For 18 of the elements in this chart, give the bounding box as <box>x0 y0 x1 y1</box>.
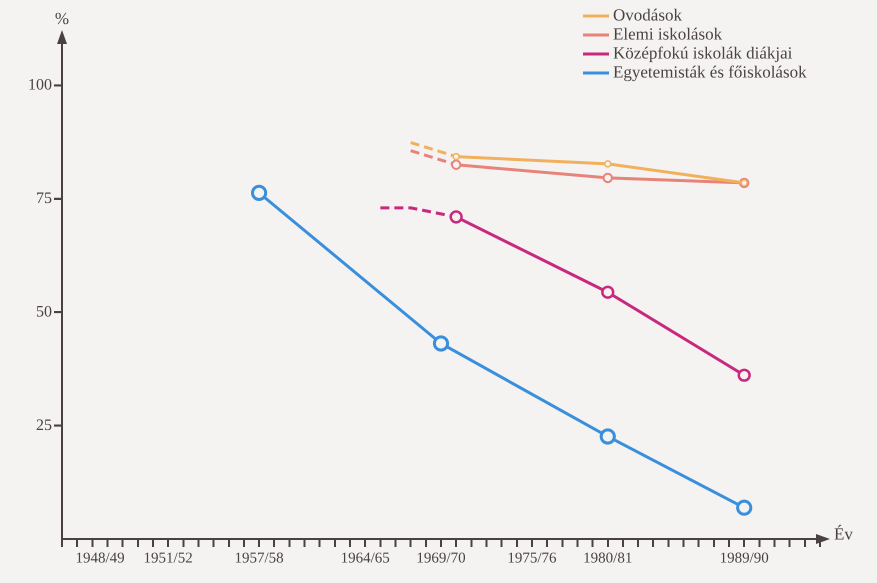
legend-label: Elemi iskolások <box>613 24 723 44</box>
legend-label: Ovodások <box>613 5 682 24</box>
y-tick-label: 75 <box>36 190 52 207</box>
x-tick-label: 1980/81 <box>583 550 632 566</box>
x-tick-label: 1975/76 <box>507 550 558 566</box>
x-axis-title: Év <box>834 524 854 544</box>
legend-label: Egyetemisták és főiskolások <box>613 62 808 82</box>
y-tick-label: 50 <box>36 303 52 320</box>
legend-label: Középfokú iskolák diákjai <box>613 43 793 62</box>
y-tick-label: 25 <box>36 416 52 434</box>
x-tick-label: 1964/65 <box>340 550 390 566</box>
x-tick-label: 1969/70 <box>416 550 466 566</box>
x-tick-label: 1951/52 <box>144 550 193 566</box>
x-tick-label: 1989/90 <box>720 550 769 566</box>
y-tick-label: 100 <box>28 76 52 94</box>
x-tick-label: 1957/58 <box>234 550 284 566</box>
y-axis-title: % <box>54 8 70 28</box>
x-tick-label: 1948/49 <box>75 550 125 566</box>
